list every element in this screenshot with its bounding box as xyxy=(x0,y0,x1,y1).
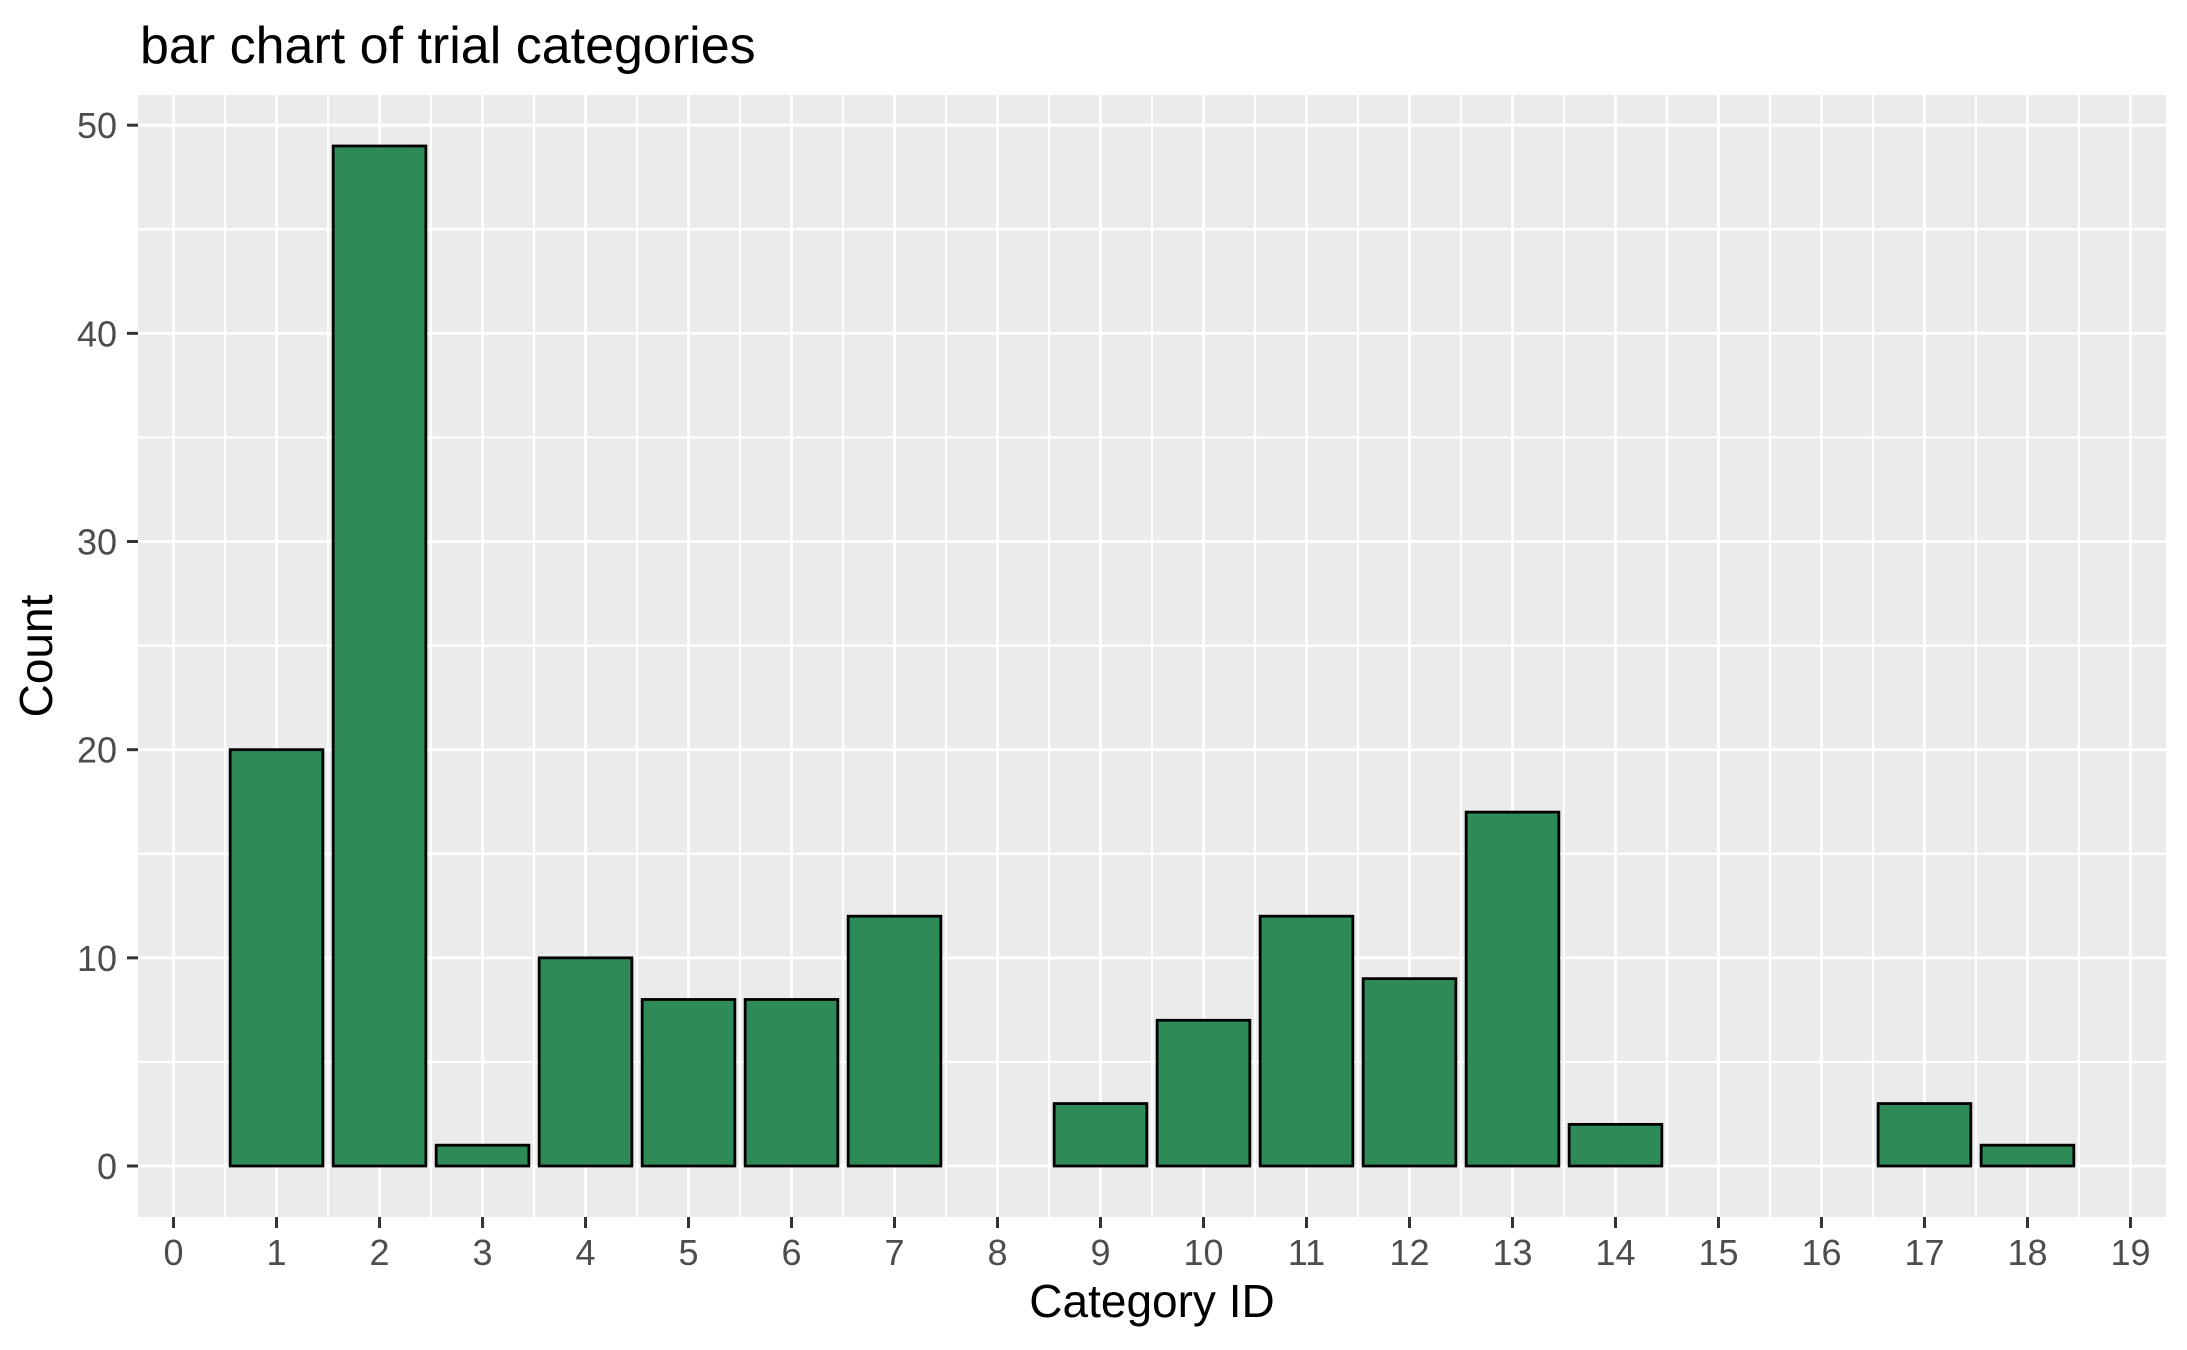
axis-tick-labels: 0 1 2 3 4 5 6 7 8 9 10 11 12 13 14 15 16 17 18 190102030405… xyxy=(77,105,2151,1273)
bar-category-18 xyxy=(1979,1143,2076,1168)
bar-category-1 xyxy=(228,748,325,1168)
chart-title: bar chart of trial categories xyxy=(140,17,756,75)
bar-category-4 xyxy=(537,956,634,1168)
bars xyxy=(228,144,2076,1168)
bar-category-10 xyxy=(1155,1018,1252,1168)
x-axis-tick-label: 17 xyxy=(1904,1232,1944,1273)
x-axis-tick-label: 0 xyxy=(164,1232,184,1273)
x-axis-tick-label: 10 xyxy=(1183,1232,1223,1273)
x-axis-tick-label: 12 xyxy=(1389,1232,1429,1273)
x-axis-tick-label: 18 xyxy=(2007,1232,2047,1273)
x-axis-tick-label: 1 xyxy=(267,1232,287,1273)
y-axis-tick-label: 40 xyxy=(77,313,117,354)
x-axis-tick-label: 4 xyxy=(576,1232,596,1273)
x-axis-tick-label: 2 xyxy=(370,1232,390,1273)
x-axis-tick-label: 11 xyxy=(1288,1232,1325,1273)
x-axis-tick-label: 19 xyxy=(2110,1232,2150,1273)
bar-category-12 xyxy=(1361,977,1458,1168)
x-axis-tick-label: 5 xyxy=(679,1232,699,1273)
x-axis-tick-label: 13 xyxy=(1492,1232,1532,1273)
bar-category-13 xyxy=(1464,810,1561,1168)
x-axis-tick-label: 9 xyxy=(1090,1232,1110,1273)
bar-category-17 xyxy=(1876,1102,1973,1168)
y-axis-tick-label: 0 xyxy=(97,1146,117,1187)
bar-category-14 xyxy=(1567,1122,1664,1168)
bar-category-3 xyxy=(434,1143,531,1168)
x-axis-tick-label: 7 xyxy=(884,1232,904,1273)
x-axis-tick-label: 15 xyxy=(1698,1232,1738,1273)
bar-category-6 xyxy=(743,998,840,1168)
y-axis-tick-label: 30 xyxy=(77,522,117,563)
x-axis-title: Category ID xyxy=(1029,1275,1274,1327)
y-axis-title: Count xyxy=(10,594,62,717)
bar-category-9 xyxy=(1052,1102,1149,1168)
bar-category-2 xyxy=(331,144,428,1168)
y-axis-tick-label: 10 xyxy=(77,938,117,979)
axis-ticks xyxy=(127,123,2132,1228)
y-axis-tick-label: 20 xyxy=(77,730,117,771)
y-axis-tick-label: 50 xyxy=(77,105,117,146)
bar-category-5 xyxy=(640,998,737,1168)
x-axis-tick-label: 3 xyxy=(473,1232,493,1273)
bar-category-11 xyxy=(1258,914,1355,1168)
gridlines-minor xyxy=(138,95,2166,1217)
x-axis-tick-label: 8 xyxy=(987,1232,1007,1273)
x-axis-tick-label: 14 xyxy=(1595,1232,1635,1273)
x-axis-tick-label: 6 xyxy=(781,1232,801,1273)
x-axis-tick-label: 16 xyxy=(1801,1232,1841,1273)
bar-category-7 xyxy=(846,914,943,1168)
